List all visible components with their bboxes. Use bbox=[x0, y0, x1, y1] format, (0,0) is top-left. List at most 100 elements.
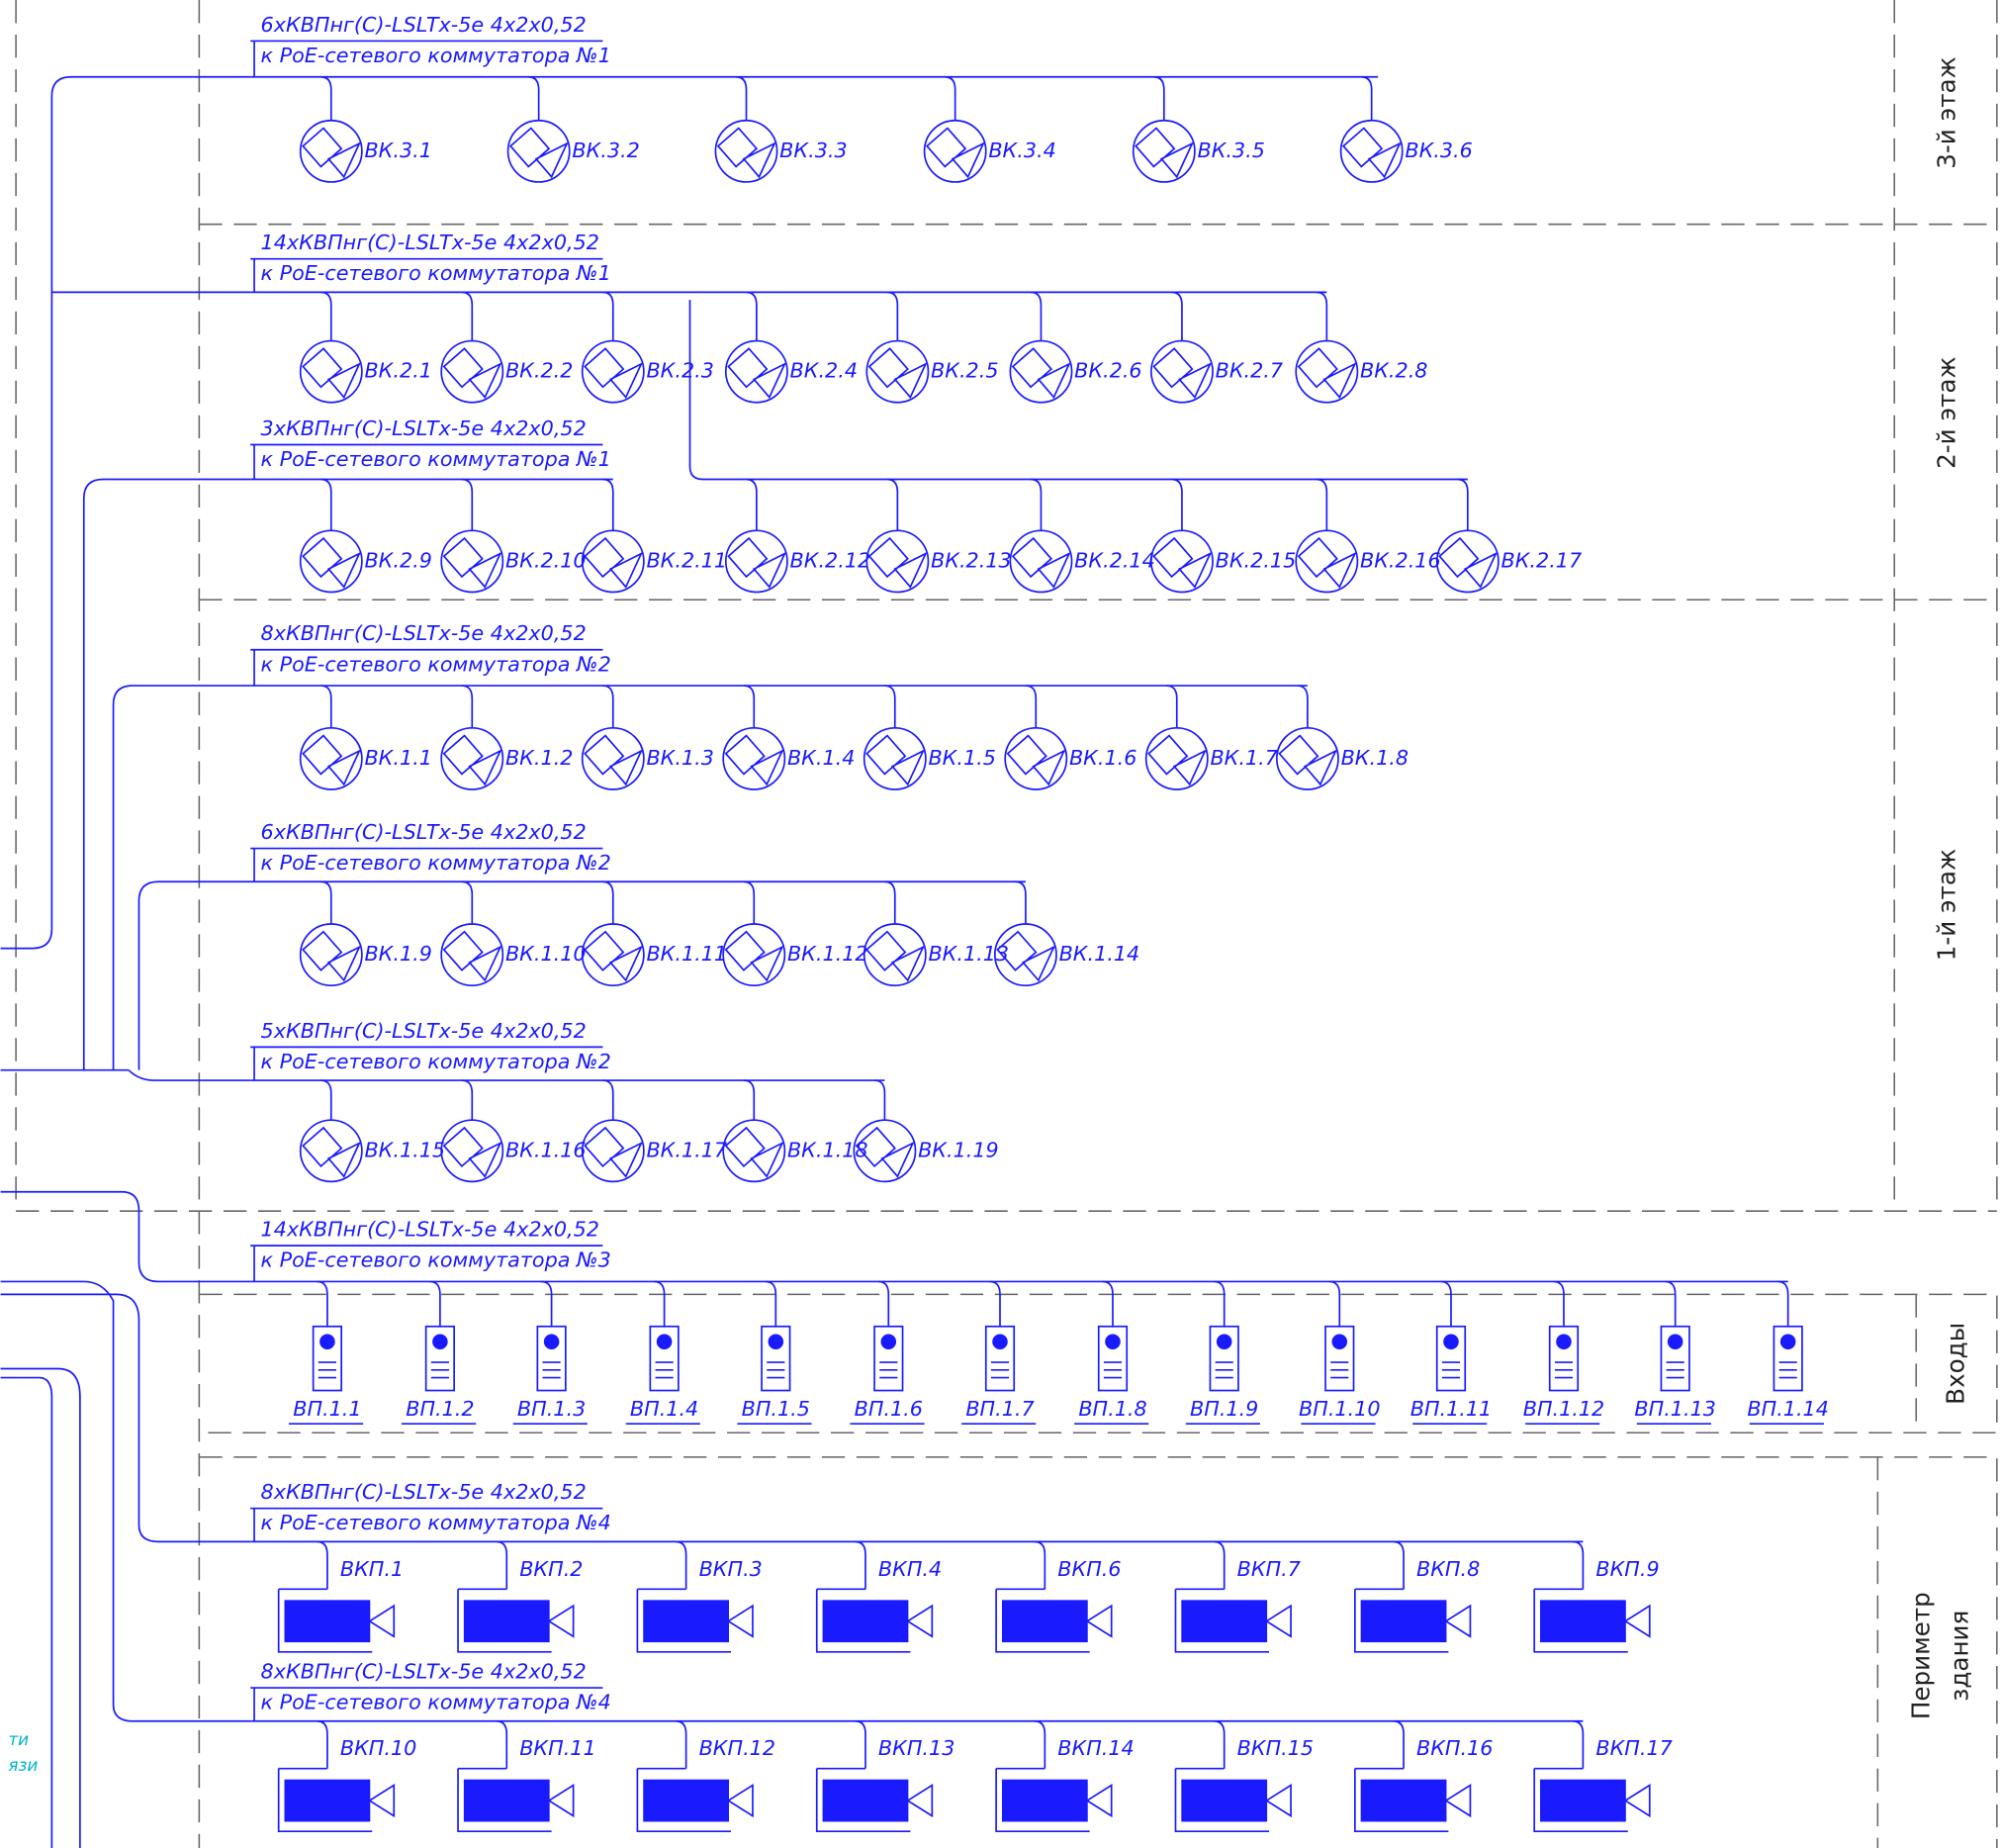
device-label: ВК.2.14 bbox=[1074, 548, 1155, 572]
device-label: ВК.1.5 bbox=[928, 746, 995, 770]
drop bbox=[1035, 1541, 1045, 1589]
camera-icon bbox=[1341, 121, 1403, 182]
camera-icon bbox=[1134, 121, 1195, 182]
camera-body bbox=[1182, 1601, 1266, 1641]
cable-spec: 8хКВПнг(С)-LSLTx-5e 4х2х0,52 bbox=[261, 621, 587, 645]
camera-icon bbox=[583, 728, 644, 789]
device-label: ВК.2.2 bbox=[505, 359, 573, 383]
camera-icon bbox=[1151, 341, 1213, 403]
drop bbox=[990, 1281, 1000, 1326]
cable-spec: 8хКВПнг(С)-LSLTx-5e 4х2х0,52 bbox=[261, 1480, 587, 1504]
camera-body bbox=[1541, 1780, 1625, 1820]
camera-body bbox=[728, 348, 784, 397]
drop bbox=[1016, 881, 1026, 924]
camera-body bbox=[1013, 348, 1069, 397]
device-label: ВК.2.6 bbox=[1074, 359, 1141, 383]
camera-icon bbox=[1277, 728, 1338, 789]
device-label: ВК.1.1 bbox=[364, 746, 431, 770]
camera-body bbox=[1279, 736, 1335, 785]
intercom-button bbox=[657, 1335, 673, 1350]
intercom-grille bbox=[1330, 1362, 1348, 1378]
device-label: ВП.1.8 bbox=[1078, 1397, 1146, 1421]
device-label: ВКП.4 bbox=[878, 1557, 942, 1581]
camera-body bbox=[510, 129, 567, 177]
camera-body bbox=[465, 1780, 549, 1820]
drop bbox=[1317, 479, 1326, 530]
cable-group: 14хКВПнг(С)-LSLTx-5e 4х2х0,52к PoE-сетев… bbox=[250, 1218, 1829, 1425]
camera-lens bbox=[549, 1606, 574, 1636]
drop bbox=[320, 77, 330, 121]
drop bbox=[1172, 479, 1182, 530]
drop bbox=[1361, 77, 1371, 121]
intercom-button bbox=[1217, 1335, 1232, 1350]
intercom-grille bbox=[1104, 1362, 1122, 1378]
drop bbox=[747, 292, 757, 340]
drop bbox=[462, 479, 472, 530]
camera-icon bbox=[441, 341, 502, 403]
device-label: ВКП.10 bbox=[340, 1736, 416, 1760]
drop bbox=[676, 1721, 685, 1769]
camera-body bbox=[285, 1780, 369, 1820]
side-note: язи bbox=[8, 1755, 38, 1775]
device-label: ВК.2.12 bbox=[790, 548, 871, 572]
floor-label: 2-й этаж bbox=[1933, 356, 1961, 468]
device-label: ВП.1.3 bbox=[517, 1397, 586, 1421]
camera-icon bbox=[583, 1120, 644, 1181]
cable-group: 6хКВПнг(С)-LSLTx-5e 4х2х0,52к PoE-сетево… bbox=[250, 820, 1139, 985]
camera-icon bbox=[726, 530, 787, 592]
camera-lens bbox=[908, 1606, 933, 1636]
drop bbox=[884, 881, 894, 924]
camera-icon bbox=[866, 341, 928, 403]
camera-lens bbox=[908, 1786, 933, 1816]
device-label: ВК.3.1 bbox=[364, 139, 431, 162]
camera-body bbox=[444, 348, 500, 397]
floor-label: Входы bbox=[1942, 1323, 1970, 1405]
camera-icon bbox=[1437, 530, 1499, 592]
drop bbox=[887, 479, 897, 530]
camera-icon bbox=[1296, 341, 1357, 403]
drop bbox=[884, 686, 894, 728]
camera-icon bbox=[301, 341, 362, 403]
cable-spec: 14хКВПнг(С)-LSLTx-5e 4х2х0,52 bbox=[261, 231, 599, 254]
cable-group: 3хКВПнг(С)-LSLTx-5e 4х2х0,52к PoE-сетево… bbox=[250, 300, 1582, 592]
device-label: ВКП.16 bbox=[1416, 1736, 1493, 1760]
device-label: ВК.2.15 bbox=[1216, 548, 1297, 572]
device-label: ВКП.6 bbox=[1057, 1557, 1121, 1581]
intercom-button bbox=[992, 1335, 1008, 1350]
drop bbox=[541, 1281, 551, 1326]
cable-group: 8хКВПнг(С)-LSLTx-5e 4х2х0,52к PoE-сетево… bbox=[250, 1660, 1673, 1832]
intercom-grille bbox=[318, 1362, 336, 1378]
device-label: ВП.1.13 bbox=[1634, 1397, 1716, 1421]
device-label: ВК.1.11 bbox=[646, 942, 727, 966]
device-label: ВК.2.1 bbox=[364, 359, 431, 383]
drop bbox=[497, 1541, 506, 1589]
camera-body bbox=[585, 538, 641, 587]
camera-body bbox=[585, 1128, 641, 1176]
drop bbox=[1573, 1541, 1583, 1589]
drop bbox=[1214, 1721, 1224, 1769]
camera-lens bbox=[728, 1786, 753, 1816]
cable-group: 6хКВПнг(С)-LSLTx-5e 4х2х0,52к PoE-сетево… bbox=[250, 13, 1473, 182]
camera-body bbox=[444, 736, 500, 785]
camera-body bbox=[1343, 129, 1400, 177]
device-label: ВК.1.3 bbox=[646, 746, 713, 770]
camera-lens bbox=[1446, 1786, 1471, 1816]
camera-icon bbox=[301, 121, 362, 182]
device-label: ВК.1.4 bbox=[787, 746, 855, 770]
camera-icon bbox=[301, 530, 362, 592]
drop bbox=[462, 686, 472, 728]
camera-icon bbox=[723, 924, 784, 985]
camera-body bbox=[1153, 348, 1210, 397]
intercom-button bbox=[1668, 1335, 1683, 1350]
drop bbox=[766, 1281, 775, 1326]
device-label: ВП.1.7 bbox=[965, 1397, 1034, 1421]
device-label: ВП.1.12 bbox=[1523, 1397, 1605, 1421]
drop bbox=[462, 881, 472, 924]
device-label: ВК.2.3 bbox=[646, 359, 713, 383]
drop bbox=[430, 1281, 440, 1326]
intercom-button bbox=[1332, 1335, 1348, 1350]
camera-icon bbox=[1151, 530, 1213, 592]
device-label: ВК.2.9 bbox=[364, 548, 431, 572]
device-label: ВК.3.2 bbox=[572, 139, 639, 162]
trunk-lines bbox=[1, 77, 251, 1848]
